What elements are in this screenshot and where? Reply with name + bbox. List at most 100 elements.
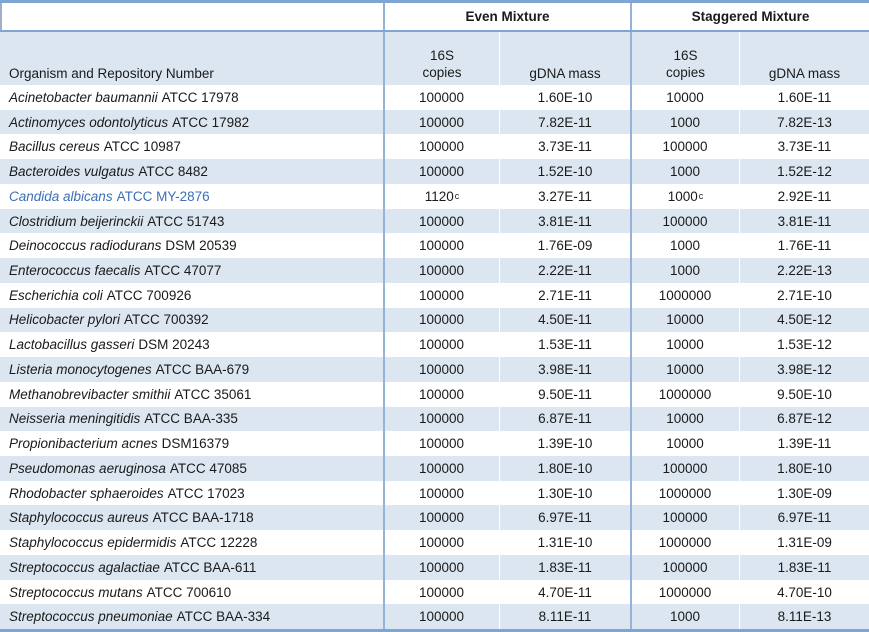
staggered-gdna-mass-cell: 1.60E-11 — [777, 89, 832, 105]
organism-cell: Enterococcus faecalis ATCC 47077 — [0, 258, 383, 283]
organism-cell: Candida albicans ATCC MY-2876 — [0, 184, 383, 209]
organism-cell: Neisseria meningitidis ATCC BAA-335 — [0, 406, 383, 432]
staggered-16s-copies-cell: 10000 — [630, 307, 740, 333]
staggered-16s-copies-cell: 100000 — [630, 208, 740, 234]
table-row: Acinetobacter baumannii ATCC 17978 100000… — [0, 85, 869, 110]
staggered-copies-value: 1000 — [669, 263, 701, 278]
staggered-16s-copies-cell: 10000 — [630, 406, 740, 432]
staggered-16s-copies-cell: 10000 — [630, 85, 740, 110]
even-copies-value: 100000 — [418, 263, 465, 278]
table-column-header-row: Organism and Repository Number 16S copie… — [0, 32, 869, 85]
organism-name: Clostridium beijerinckii — [9, 213, 144, 229]
even-copies-value: 100000 — [418, 312, 465, 328]
even-16s-copies-cell: 100000 — [383, 332, 500, 358]
even-16s-label: 16S — [429, 48, 455, 63]
table-row: Streptococcus pneumoniae ATCC BAA-334 100… — [0, 604, 869, 629]
staggered-16s-copies-cell: 1000000 — [630, 579, 740, 605]
staggered-16s-copies-cell: 1000 — [630, 604, 740, 629]
staggered-copies-value: 100000 — [662, 559, 708, 575]
staggered-gdna-mass-cell: 1.30E-09 — [777, 485, 832, 501]
organism-column-header: Organism and Repository Number — [9, 66, 214, 81]
repository-number: ATCC BAA-611 — [163, 559, 257, 575]
staggered-copies-value: 100000 — [662, 139, 708, 155]
even-16s-copies-cell: 100000 — [383, 554, 500, 580]
organism-cell: Staphylococcus aureus ATCC BAA-1718 — [0, 505, 383, 531]
staggered-copies-label: copies — [665, 65, 706, 80]
staggered-gdna-mass-cell: 1.76E-11 — [777, 238, 832, 254]
even-copies-value: 100000 — [418, 485, 465, 501]
organism-name: Escherichia coli — [9, 287, 103, 303]
staggered-16s-copies-cell: 1000000 — [630, 381, 740, 407]
header-corner-cell — [0, 3, 383, 30]
even-gdna-mass-cell: 1.53E-11 — [538, 337, 592, 353]
organism-name: Deinococcus radiodurans — [9, 238, 162, 254]
staggered-copies-value: 1000 — [669, 609, 701, 625]
staggered-gdna-mass-cell: 8.11E-13 — [740, 604, 869, 629]
repository-number: ATCC 17982 — [172, 114, 250, 130]
staggered-gdna-mass-cell: 4.50E-12 — [740, 307, 869, 333]
staggered-gdna-mass-cell: 6.97E-11 — [740, 505, 869, 531]
organism-name: Pseudomonas aeruginosa — [9, 460, 166, 476]
staggered-16s-copies-cell: 100000 — [630, 456, 740, 481]
staggered-copies-value: 100000 — [662, 213, 708, 229]
even-copies-value: 100000 — [418, 460, 465, 476]
table-row: Candida albicans ATCC MY-2876 1120 c 3.27E… — [0, 183, 869, 209]
even-gdna-mass-cell: 2.71E-11 — [538, 287, 592, 303]
even-copies-label: copies — [422, 65, 462, 80]
even-copies-value: 100000 — [418, 361, 465, 377]
repository-number: DSM 20243 — [138, 337, 210, 353]
even-mixture-header: Even Mixture — [383, 3, 630, 30]
staggered-mixture-header: Staggered Mixture — [630, 3, 869, 30]
staggered-gdna-mass-cell: 1.52E-12 — [740, 159, 869, 184]
staggered-16s-copies-cell: 10000 — [630, 357, 740, 382]
table-row: Deinococcus radiodurans DSM 20539 100000 … — [0, 233, 869, 259]
table-row: Listeria monocytogenes ATCC BAA-679 10000… — [0, 357, 869, 382]
staggered-copies-value: 1000000 — [658, 584, 712, 600]
even-gdna-mass-cell: 1.30E-10 — [537, 485, 593, 501]
even-copies-value: 100000 — [418, 584, 465, 600]
organism-name: Streptococcus agalactiae — [9, 559, 160, 575]
even-16s-copies-cell: 100000 — [383, 159, 500, 184]
even-16s-copies-cell: 100000 — [383, 357, 500, 382]
table-row: Streptococcus agalactiae ATCC BAA-611 100… — [0, 554, 869, 580]
even-16s-copies-cell: 100000 — [383, 505, 500, 531]
staggered-gdna-mass-cell: 3.98E-12 — [740, 357, 869, 382]
staggered-copies-value: 1000 — [669, 114, 701, 130]
table-row: Streptococcus mutans ATCC 700610 100000 4… — [0, 579, 869, 605]
even-copies-value: 100000 — [418, 213, 465, 229]
organism-cell: Clostridium beijerinckii ATCC 51743 — [0, 208, 383, 234]
staggered-16s-copies-cell: 1000 — [630, 109, 740, 135]
even-gdna-mass-cell: 9.50E-11 — [538, 386, 592, 402]
even-copies-value: 100000 — [418, 559, 465, 575]
table-row: Staphylococcus aureus ATCC BAA-1718 10000… — [0, 505, 869, 531]
even-gdna-mass-header: gDNA mass — [529, 66, 601, 81]
even-gdna-mass-cell: 6.87E-11 — [500, 406, 630, 432]
staggered-16s-copies-cell: 1000 — [630, 233, 740, 259]
organism-cell: Bacillus cereus ATCC 10987 — [0, 134, 383, 159]
even-copies-value: 100000 — [418, 238, 465, 254]
table-row: Actinomyces odontolyticus ATCC 17982 1000… — [0, 109, 869, 135]
organism-name: Lactobacillus gasseri — [9, 337, 135, 353]
even-copies-value: 100000 — [418, 164, 465, 180]
repository-number: DSM16379 — [161, 436, 230, 452]
organism-name: Staphylococcus aureus — [9, 510, 149, 526]
even-16s-copies-cell: 100000 — [383, 530, 500, 555]
even-copies-value: 100000 — [418, 411, 465, 427]
even-16s-copies-cell: 100000 — [383, 109, 500, 135]
organism-cell: Helicobacter pylori ATCC 700392 — [0, 307, 383, 333]
table-group-header-row: Even Mixture Staggered Mixture — [0, 3, 869, 32]
repository-number: ATCC BAA-334 — [176, 609, 271, 625]
repository-number: ATCC 51743 — [147, 213, 225, 229]
even-copies-value: 100000 — [418, 510, 465, 526]
organism-cell: Staphylococcus epidermidis ATCC 12228 — [0, 530, 383, 555]
staggered-copies-value: 1000000 — [658, 485, 712, 501]
even-gdna-mass-cell: 2.22E-11 — [500, 258, 630, 283]
even-gdna-mass-cell: 1.52E-10 — [500, 159, 630, 184]
staggered-copies-value: 100000 — [662, 510, 708, 526]
staggered-16s-copies-cell: 1000 — [630, 159, 740, 184]
even-gdna-mass-cell: 3.27E-11 — [538, 188, 592, 204]
repository-number: ATCC 35061 — [174, 386, 252, 402]
staggered-16s-copies-cell: 1000 — [630, 258, 740, 283]
staggered-16s-copies-header: 16S copies — [630, 32, 740, 85]
staggered-copies-value: 1000000 — [658, 386, 712, 402]
